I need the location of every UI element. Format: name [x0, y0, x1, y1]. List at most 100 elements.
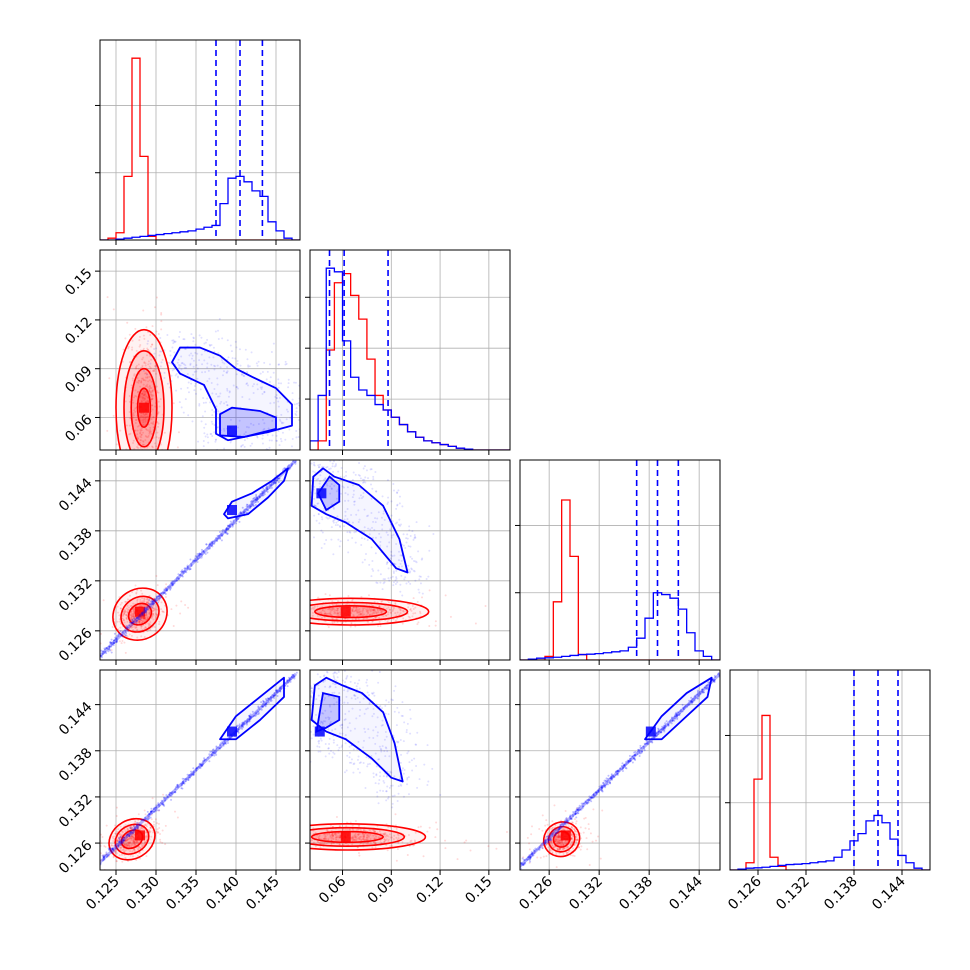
scatter-point [162, 803, 165, 806]
scatter-point [318, 466, 321, 469]
scatter-point [231, 525, 234, 528]
scatter-point [168, 362, 171, 365]
scatter-point [330, 487, 333, 490]
scatter-point [367, 609, 370, 612]
scatter-point [95, 865, 97, 867]
scatter-point [393, 710, 396, 713]
scatter-point [138, 857, 141, 860]
scatter-point [148, 817, 151, 820]
contour [310, 467, 409, 574]
scatter-point [135, 842, 138, 845]
scatter-point [264, 704, 267, 707]
scatter-point [158, 593, 161, 596]
scatter-point [196, 558, 199, 561]
scatter-point [145, 606, 148, 609]
scatter-point [364, 786, 367, 789]
scatter-point [230, 350, 233, 353]
scatter-point [151, 797, 154, 800]
scatter-point [120, 847, 123, 850]
scatter-point [125, 607, 128, 610]
scatter-point [130, 833, 133, 836]
scatter-point [135, 365, 138, 368]
scatter-point [280, 421, 283, 424]
scatter-point [254, 498, 257, 501]
scatter-point [131, 624, 134, 627]
scatter-point [330, 538, 333, 541]
scatter-point [119, 429, 122, 432]
scatter-point [123, 839, 126, 842]
panel-frame [99, 669, 301, 871]
scatter-point [129, 827, 132, 830]
scatter-point [130, 835, 133, 838]
scatter-point [173, 340, 176, 343]
scatter-point [338, 545, 341, 548]
scatter-point [281, 612, 283, 614]
scatter-point [180, 387, 183, 390]
scatter-point [164, 589, 167, 592]
scatter-point [144, 611, 147, 614]
scatter-point [303, 459, 305, 461]
scatter-point [375, 581, 378, 584]
scatter-point [151, 389, 154, 392]
scatter-point [136, 628, 139, 631]
scatter-point [407, 545, 410, 548]
scatter-point [351, 521, 354, 524]
scatter-point [373, 608, 376, 611]
scatter-point [209, 750, 212, 753]
scatter-point [119, 825, 122, 828]
scatter-point [313, 497, 316, 500]
scatter-point [198, 553, 201, 556]
scatter-point [288, 679, 291, 682]
scatter-point [146, 818, 149, 821]
scatter-point [137, 616, 140, 619]
scatter-point [320, 720, 323, 723]
scatter-point [122, 839, 125, 842]
scatter-point [237, 730, 240, 733]
scatter-point [262, 699, 265, 702]
scatter-point [338, 836, 341, 839]
scatter-point [321, 616, 324, 619]
scatter-point [124, 629, 127, 632]
scatter-point [329, 485, 332, 488]
scatter-point [253, 714, 256, 717]
scatter-point [153, 626, 156, 629]
scatter-point [227, 528, 230, 531]
scatter-point [353, 681, 356, 684]
scatter-point [358, 679, 361, 682]
scatter-point [141, 619, 144, 622]
scatter-point [203, 426, 206, 429]
scatter-point [345, 695, 348, 698]
scatter-point [146, 598, 149, 601]
scatter-point [152, 416, 155, 419]
scatter-point [144, 418, 147, 421]
scatter-point [385, 747, 388, 750]
scatter-point [121, 830, 124, 833]
scatter-point [273, 401, 276, 404]
scatter-point [155, 364, 158, 367]
scatter-point [112, 844, 115, 847]
scatter-point [133, 831, 136, 834]
scatter-point [280, 849, 282, 851]
scatter-point [138, 620, 141, 623]
scatter-point [119, 630, 122, 633]
contour [317, 475, 341, 512]
scatter-point [211, 750, 214, 753]
scatter-point [294, 726, 296, 728]
scatter-point [143, 616, 146, 619]
scatter-point [147, 429, 150, 432]
scatter-point [333, 671, 336, 674]
scatter-point [130, 610, 133, 613]
scatter-point [139, 619, 142, 622]
scatter-point [146, 606, 149, 609]
scatter-point [183, 777, 186, 780]
scatter-point [171, 793, 174, 796]
scatter-point [182, 363, 185, 366]
scatter-point [151, 343, 154, 346]
scatter-point [195, 766, 198, 769]
scatter-point [376, 731, 379, 734]
scatter-point [127, 837, 130, 840]
scatter-point [190, 565, 193, 568]
scatter-point [127, 838, 130, 841]
scatter-point [270, 699, 273, 702]
scatter-point [241, 724, 244, 727]
